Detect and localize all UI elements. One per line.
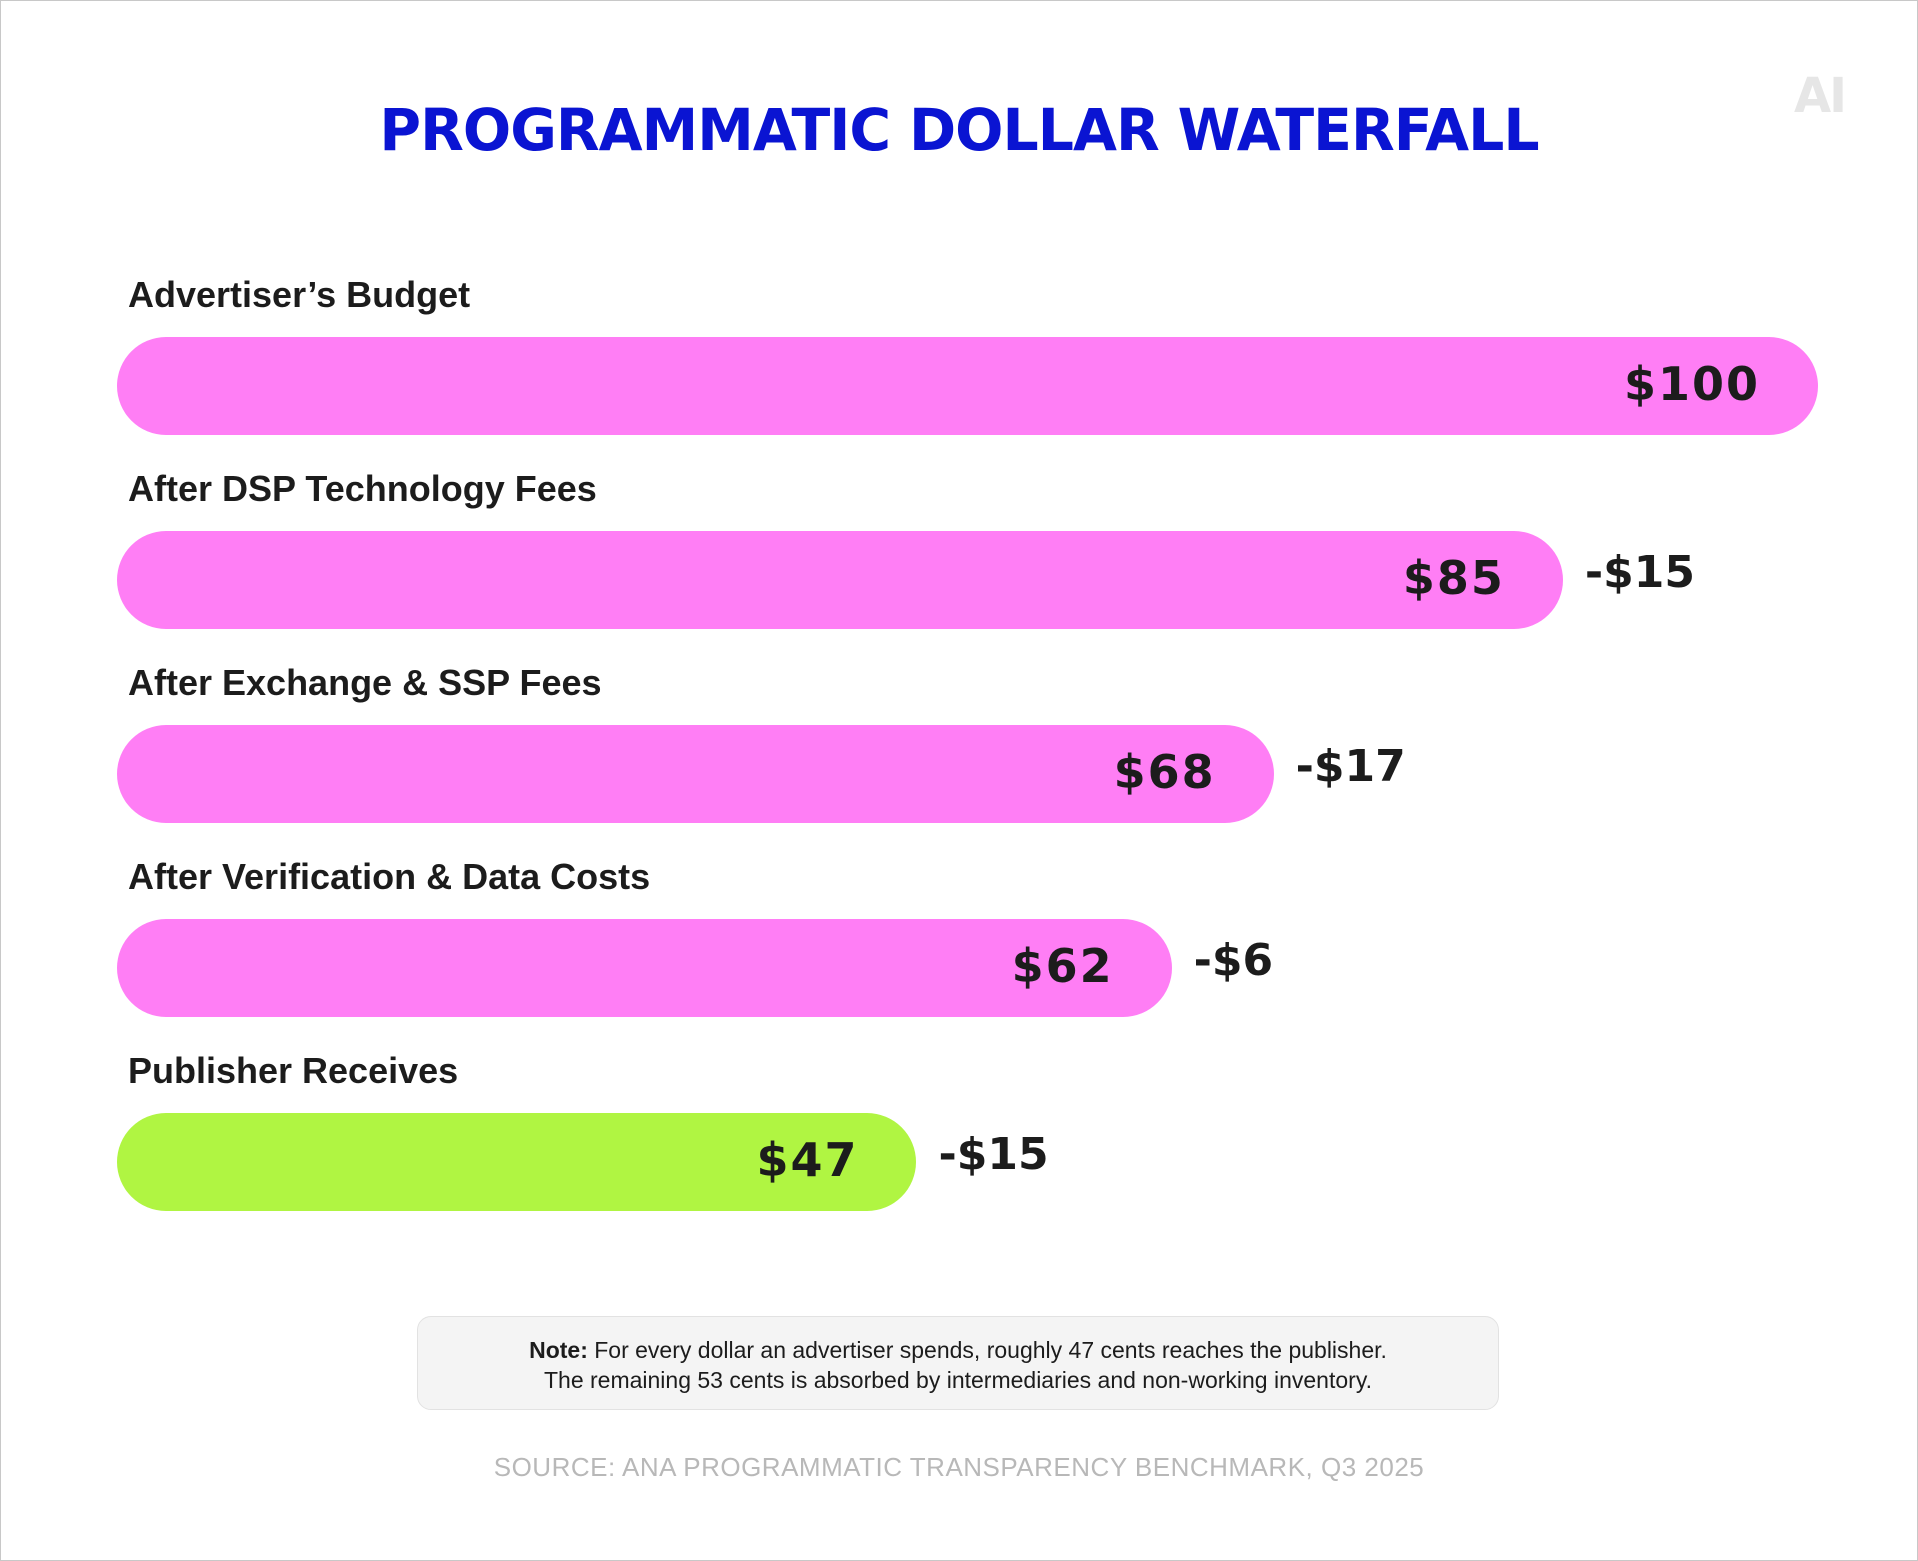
delta-label: -$15 [1584, 547, 1695, 598]
source-caption: SOURCE: ANA PROGRAMMATIC TRANSPARENCY BE… [493, 1452, 1425, 1482]
bar [117, 337, 1818, 435]
row-label: After DSP Technology Fees [128, 468, 597, 509]
bar-value-label: $100 [1623, 357, 1760, 411]
note-box: Note: For every dollar an advertiser spe… [417, 1316, 1499, 1410]
bar [117, 531, 1563, 629]
row-label: After Verification & Data Costs [128, 856, 651, 897]
delta-label: -$17 [1295, 741, 1406, 792]
chart-title: PROGRAMMATIC DOLLAR WATERFALL [379, 96, 1539, 164]
row-label: Advertiser’s Budget [128, 274, 471, 315]
delta-label: -$15 [938, 1129, 1049, 1180]
note-label: Note: [529, 1337, 588, 1363]
note-text-1: For every dollar an advertiser spends, r… [594, 1337, 1387, 1363]
logo: AI [1794, 68, 1847, 124]
bar-value-label: $62 [1011, 939, 1114, 993]
delta-label: -$6 [1193, 935, 1274, 986]
note-line-2: The remaining 53 cents is absorbed by in… [543, 1367, 1372, 1393]
bar [117, 1113, 917, 1211]
row-label: Publisher Receives [128, 1050, 459, 1091]
row-label: After Exchange & SSP Fees [128, 662, 602, 703]
bar [117, 725, 1274, 823]
bar [117, 919, 1172, 1017]
bar-value-label: $68 [1113, 745, 1216, 799]
note-line-1: Note: For every dollar an advertiser spe… [418, 1335, 1498, 1365]
bar-value-label: $47 [756, 1133, 859, 1187]
bar-value-label: $85 [1402, 551, 1505, 605]
